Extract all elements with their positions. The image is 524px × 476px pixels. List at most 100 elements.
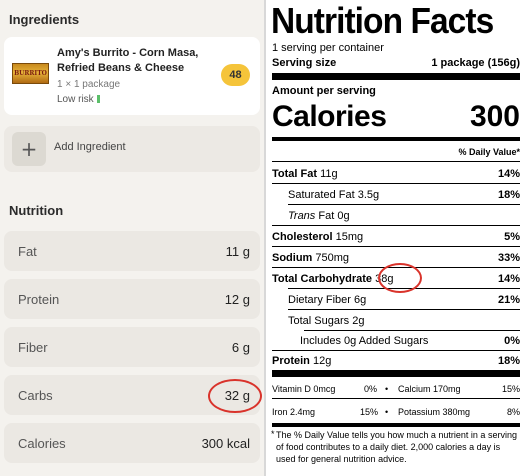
sodium-amount: 750mg [315,252,350,264]
rule [272,183,520,184]
dietary-fiber-amount: 6g [354,294,367,306]
ingredient-card[interactable]: BURRITO Amy's Burrito - Corn Masa, Refri… [4,37,260,115]
product-thumbnail: BURRITO [12,63,49,84]
risk-status: Low risk [57,94,100,105]
thick-rule [272,73,520,80]
risk-label: Low risk [57,94,94,105]
potassium: Potassium 380mg [398,407,471,417]
vitamin-d: Vitamin D 0mcg [272,384,336,394]
sodium-dv: 33% [497,252,520,264]
calories-value: 300 [469,100,520,133]
serving-size-label: Serving size [272,57,337,69]
ingredient-name: Amy's Burrito - Corn Masa, Refried Beans… [57,47,199,74]
score-badge: 48 [221,64,250,86]
bullet-icon: • [385,407,389,417]
total-fat-label: Total Fat [272,168,318,180]
saturated-fat-row: Saturated Fat 3.5g 18% [272,188,520,202]
thumbnail-logo-text: BURRITO [14,70,47,77]
sodium-row: Sodium 750mg 33% [272,251,520,265]
rule [272,350,520,351]
calcium-dv: 15% [501,384,520,394]
sodium-label: Sodium [272,252,313,264]
bullet-icon: • [385,384,389,394]
cholesterol-amount: 15mg [335,231,364,243]
total-carbohydrate-dv: 14% [497,273,520,285]
nutrition-title: Nutrition [9,203,64,218]
protein-dv: 18% [497,355,520,367]
protein-row: Protein 12g 18% [272,354,520,368]
thick-rule [272,370,520,377]
nutrient-value: 12 g [224,292,250,307]
potassium-dv: 8% [506,407,520,417]
total-fat-amount: 11g [320,168,338,180]
rule [304,330,520,331]
dietary-fiber-dv: 21% [497,294,520,306]
add-ingredient-label: Add Ingredient [54,141,126,153]
rule [272,225,520,226]
calories-row: Calories 300 [272,100,520,134]
total-sugars-label: Total Sugars [288,315,350,327]
ingredients-title: Ingredients [9,12,80,27]
total-carbohydrate-label: Total Carbohydrate [272,273,373,285]
nutrient-label: Fat [18,244,37,259]
servings-per-container: 1 serving per container [272,42,384,54]
iron-dv: 15% [360,407,379,417]
nutrient-value: 11 g [225,244,250,259]
rule [288,309,520,310]
nutrient-row-protein: Protein 12 g [4,279,260,319]
saturated-fat-label: Saturated Fat [288,189,355,201]
total-sugars-row: Total Sugars 2g [272,314,520,328]
trans-fat-amount: Fat 0g [318,210,350,222]
nutrient-label: Fiber [18,340,48,355]
rule [272,246,520,247]
carbs-highlight-circle [208,379,262,413]
medium-rule [272,137,520,141]
trans-fat-row: Trans Fat 0g [272,209,520,223]
nutrient-label: Calories [18,436,66,451]
cholesterol-label: Cholesterol [272,231,333,243]
trans-fat-label: Trans [288,210,316,222]
serving-size-row: Serving size 1 package (156g) [272,56,520,70]
nutrition-facts-title: Nutrition Facts [271,0,494,41]
nutrient-value: 300 kcal [201,436,250,451]
vitamin-d-dv: 0% [364,384,378,394]
micros-row-1: Vitamin D 0mcg 0% • Calcium 170mg 15% [272,382,520,396]
added-sugars-row: Includes 0g Added Sugars 0% [272,334,520,348]
carbohydrate-highlight-circle [378,263,422,293]
saturated-fat-dv: 18% [497,189,520,201]
iron: Iron 2.4mg [272,407,316,417]
dietary-fiber-label: Dietary Fiber [288,294,351,306]
daily-value-header: % Daily Value* [458,147,520,157]
saturated-fat-amount: 3.5g [357,189,380,201]
medium-rule [272,423,520,427]
total-fat-row: Total Fat 11g 14% [272,167,520,181]
rule [272,398,520,399]
dietary-fiber-row: Dietary Fiber 6g 21% [272,293,520,307]
daily-value-footnote: The % Daily Value tells you how much a n… [276,430,517,464]
rule [288,204,520,205]
add-ingredient-button[interactable]: + Add Ingredient [4,126,260,172]
nutrient-row-fat: Fat 11 g [4,231,260,271]
cholesterol-row: Cholesterol 15mg 5% [272,230,520,244]
micros-row-2: Iron 2.4mg 15% • Potassium 380mg 8% [272,405,520,419]
protein-label: Protein [272,355,310,367]
plus-icon: + [12,132,46,166]
nutrient-row-calories: Calories 300 kcal [4,423,260,463]
protein-amount: 12g [312,355,332,367]
nutrient-value: 6 g [231,340,250,355]
nutrient-label: Protein [18,292,60,307]
calories-label: Calories [272,100,387,133]
footnote-star: * [271,429,275,439]
total-fat-dv: 14% [497,168,520,180]
amount-per-serving: Amount per serving [272,85,376,97]
risk-indicator-icon [96,95,100,103]
nutrition-facts-label: Nutrition Facts 1 serving per container … [268,0,524,476]
nutrient-label: Carbs [18,388,53,403]
ingredient-quantity: 1 × 1 package [57,79,121,90]
nutrient-row-fiber: Fiber 6 g [4,327,260,367]
added-sugars-dv: 0% [504,335,520,347]
serving-size-value: 1 package (156g) [431,57,520,69]
total-sugars-amount: 2g [352,315,365,327]
calcium: Calcium 170mg [398,384,461,394]
rule [272,161,520,162]
